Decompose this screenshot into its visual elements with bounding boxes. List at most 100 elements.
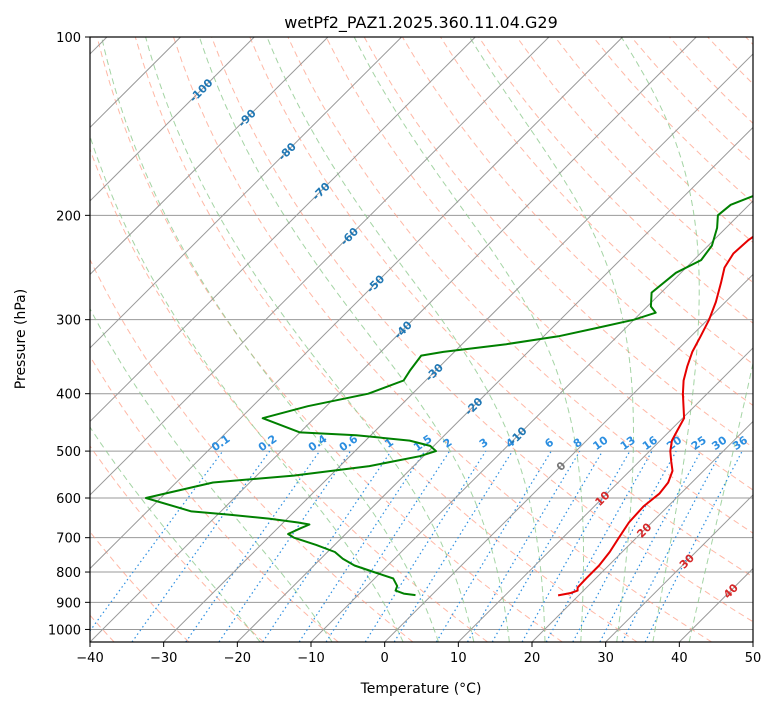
isotherm-line: [90, 37, 697, 642]
moist-adiabat-line: [198, 37, 510, 642]
mixing-ratio-line: [218, 450, 351, 642]
isotherm-line: [90, 37, 329, 276]
dry-adiabat-line: [90, 445, 264, 642]
x-tick-label: 20: [524, 651, 541, 666]
isotherm-label: -90: [236, 107, 259, 130]
mixing-ratio-label: 8: [571, 436, 585, 451]
reference-line-layer: [90, 37, 753, 642]
isotherm-label: -20: [462, 395, 485, 418]
y-tick-label: 300: [56, 314, 81, 329]
isotherm-line: [163, 53, 753, 642]
y-tick-label: 500: [56, 445, 81, 460]
mixing-ratio-label: 25: [689, 433, 709, 452]
dry-adiabat-line: [516, 37, 753, 284]
isotherm-line: [678, 567, 753, 642]
dry-adiabat-line: [745, 37, 753, 46]
dry-adiabat-line: [96, 37, 563, 642]
isotherm-line: [752, 641, 753, 642]
mixing-ratio-label: 30: [709, 433, 729, 453]
y-tick-label: 700: [56, 532, 81, 547]
mixing-ratio-line: [262, 450, 392, 642]
plot-frame: [89, 36, 754, 643]
mixing-ratio-line: [644, 450, 743, 642]
y-tick-label: 100: [56, 31, 81, 46]
moist-adiabat-line: [469, 37, 634, 642]
y-tick-label: 800: [56, 566, 81, 581]
dry-adiabat-line: [90, 355, 339, 642]
series-layer: [144, 195, 753, 597]
chart-title: wetPf2_PAZ1.2025.360.11.04.G29: [284, 13, 558, 33]
y-tick-label: 600: [56, 492, 81, 507]
x-axis-label: Temperature (°C): [360, 681, 482, 697]
mixing-ratio-label: 10: [591, 433, 611, 453]
isotherm-line: [531, 420, 753, 642]
isotherm-line: [457, 347, 753, 642]
x-tick-label: −20: [224, 651, 251, 666]
x-tick-label: 10: [450, 651, 467, 666]
x-tick-label: −10: [297, 651, 324, 666]
dry-adiabat-line: [440, 37, 753, 365]
dry-adiabat-line: [287, 37, 753, 534]
isotherm-label: -60: [338, 225, 361, 248]
dry-adiabat-line: [173, 37, 712, 642]
moist-adiabat-line: [101, 37, 439, 642]
y-tick-label: 900: [56, 596, 81, 611]
mixing-ratio-line: [466, 450, 581, 642]
mixing-ratio-line: [185, 450, 321, 642]
mixing-ratio-label: 3: [477, 436, 491, 451]
dry-adiabat-line: [134, 37, 638, 642]
y-tick-label: 400: [56, 388, 81, 403]
isotherm-line: [236, 126, 753, 642]
isotherm-line: [90, 37, 550, 496]
x-tick-label: 0: [381, 651, 389, 666]
isotherm-label: 10: [593, 489, 613, 509]
isotherm-line: [90, 37, 402, 349]
dry-adiabat-line: [669, 37, 753, 125]
isotherm-line: [605, 494, 753, 642]
moist-adiabat-line: [90, 307, 333, 642]
mixing-ratio-line: [298, 450, 426, 642]
dry-adiabat-line: [592, 37, 753, 204]
mixing-ratio-line: [435, 450, 552, 642]
dewpoint-profile-line: [144, 195, 753, 597]
x-tick-label: 30: [597, 651, 614, 666]
moist-adiabat-line: [620, 37, 700, 642]
mixing-ratio-label: 36: [730, 433, 750, 453]
isotherm-line: [384, 273, 753, 642]
mixing-ratio-line: [572, 450, 677, 642]
dry-adiabat-line: [249, 37, 753, 578]
dry-adiabat-line: [325, 37, 753, 491]
y-tick-label: 1000: [48, 623, 81, 638]
axis-tick-layer: −40 −30 −20 −10 0 10 20 30 40 50 100 200 300 400 500 60…: [48, 31, 761, 666]
dry-adiabat-line: [90, 147, 488, 642]
mixing-ratio-line: [393, 450, 513, 642]
moist-adiabat-line: [90, 426, 261, 642]
dry-adiabat-line: [707, 37, 753, 85]
isotherm-line: [90, 37, 476, 423]
isotherm-label: -70: [310, 180, 333, 203]
x-tick-label: 40: [671, 651, 688, 666]
isotherm-line: [310, 200, 753, 642]
x-tick-label: 50: [745, 651, 762, 666]
mixing-ratio-label: 6: [542, 436, 556, 451]
moist-adiabat-line: [688, 360, 753, 642]
moist-adiabat-line: [266, 37, 546, 642]
isotherm-line: [90, 37, 255, 202]
mixing-ratio-line: [325, 450, 451, 642]
dry-adiabat-line: [554, 37, 753, 244]
dry-adiabat-line: [90, 258, 414, 642]
isotherm-line: [90, 37, 623, 570]
mixing-ratio-label: 2: [441, 436, 455, 451]
dry-adiabat-line: [211, 37, 753, 623]
moist-adiabat-line: [145, 37, 475, 642]
mixing-ratio-line: [364, 450, 487, 642]
y-tick-label: 200: [56, 209, 81, 224]
moist-adiabat-line: [90, 134, 404, 642]
x-tick-label: −30: [150, 651, 177, 666]
mixing-ratio-label: 16: [640, 433, 660, 453]
mixing-ratio-line: [90, 450, 224, 632]
mixing-ratio-line: [599, 450, 702, 642]
x-tick-label: −40: [76, 651, 103, 666]
y-axis-label: Pressure (hPa): [13, 289, 29, 389]
